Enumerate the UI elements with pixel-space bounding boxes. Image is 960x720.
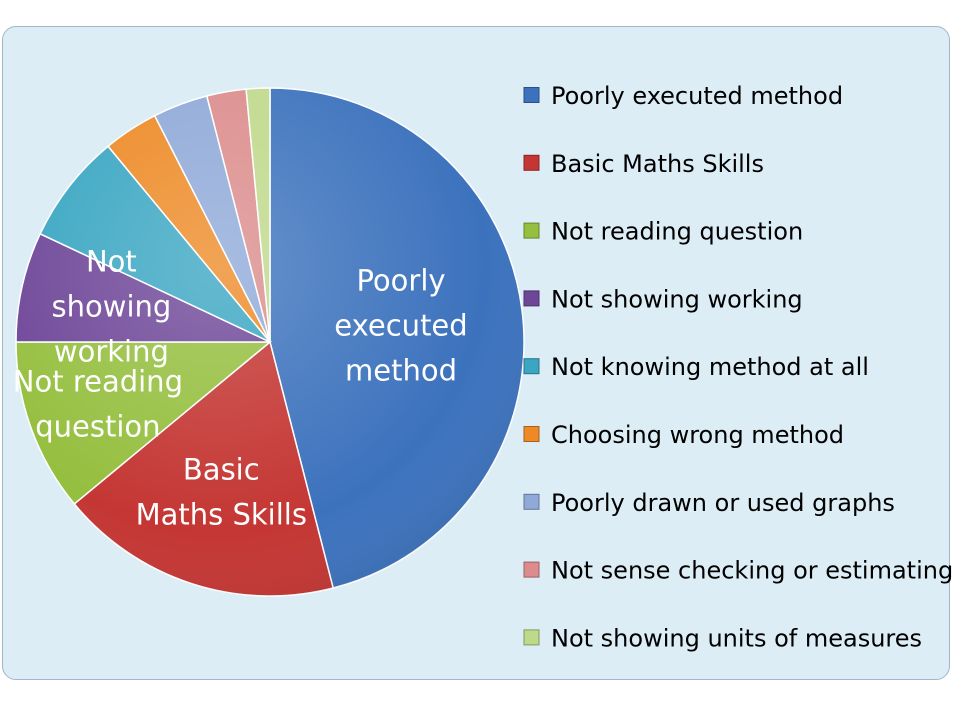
legend-label: Not sense checking or estimating [551, 557, 953, 585]
legend-label: Poorly drawn or used graphs [551, 489, 895, 517]
legend-swatch [523, 290, 540, 307]
legend-item-poorly-drawn-or-used-graphs: Poorly drawn or used graphs [523, 489, 895, 517]
legend: Poorly executed method Basic Maths Skills… [523, 82, 953, 652]
legend-item-not-knowing-method-at-all: Not knowing method at all [523, 353, 869, 381]
legend-label: Not knowing method at all [551, 353, 869, 381]
legend-label: Choosing wrong method [551, 421, 844, 449]
legend-item-not-sense-checking-or-estimating: Not sense checking or estimating [523, 557, 953, 585]
legend-label: Basic Maths Skills [551, 150, 764, 178]
legend-item-not-reading-question: Not reading question [523, 218, 803, 246]
legend-item-not-showing-units-of-measures: Not showing units of measures [523, 624, 922, 652]
slice-labels: Poorly executed method Basic Maths Skills Not… [13, 245, 468, 532]
legend-item-choosing-wrong-method: Choosing wrong method [523, 421, 844, 449]
slice-label-basic-maths-skills: Basic Maths Skills [136, 452, 307, 531]
legend-label: Not showing working [551, 285, 803, 313]
legend-swatch [523, 493, 540, 510]
legend-label: Not showing units of measures [551, 624, 922, 652]
legend-label: Poorly executed method [551, 82, 843, 110]
legend-swatch [523, 154, 540, 171]
legend-item-basic-maths-skills: Basic Maths Skills [523, 150, 764, 178]
legend-swatch [523, 358, 540, 375]
legend-swatch [523, 561, 540, 578]
slice-label-not-showing-working: Not showing working [52, 245, 172, 369]
legend-item-poorly-executed-method: Poorly executed method [523, 82, 843, 110]
legend-swatch [523, 87, 540, 103]
legend-swatch [523, 629, 540, 646]
legend-swatch [523, 222, 540, 239]
slice-label-poorly-executed-method: Poorly executed method [334, 263, 467, 387]
slice-label-not-reading-question: Not reading question [13, 364, 183, 443]
legend-swatch [523, 426, 540, 442]
legend-label: Not reading question [551, 218, 803, 246]
legend-item-not-showing-working: Not showing working [523, 285, 803, 313]
